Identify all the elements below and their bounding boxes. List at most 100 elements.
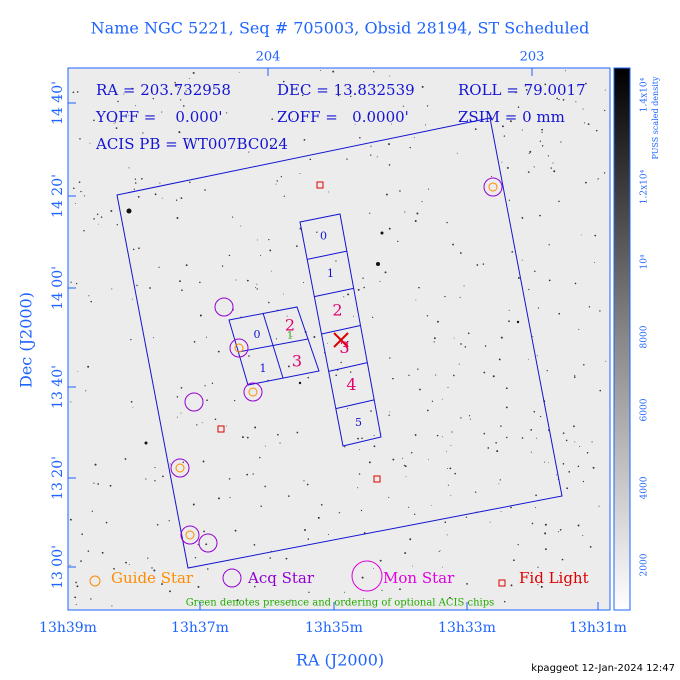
star [605,360,607,362]
star [206,399,208,401]
star [509,120,512,123]
star [286,315,288,317]
star [592,466,595,469]
star [78,181,81,183]
star [131,298,133,300]
star [444,521,447,524]
star [506,166,509,169]
star [137,195,140,198]
star [584,122,586,124]
star [370,154,372,156]
star [474,128,477,131]
y-tick-label: 14 00' [50,266,66,310]
star [357,288,360,291]
star [531,522,534,525]
star [500,336,503,339]
star [269,144,272,147]
star [511,251,514,253]
star [548,279,551,282]
star [158,266,160,268]
star [159,182,161,184]
star [500,510,502,512]
star [340,361,342,364]
title: Name NGC 5221, Seq # 705003, Obsid 28194… [91,19,590,38]
star [346,340,349,343]
star [264,485,266,488]
star [446,221,448,224]
star [528,152,530,154]
x-tick-label: 13h31m [569,620,627,636]
star [450,445,452,446]
star [283,293,284,295]
s-chip-label: 2 [332,301,342,320]
star [413,137,415,138]
legend-note: Green denotes presence and ordering of o… [186,598,495,609]
fid-light [217,425,225,433]
star [291,118,293,120]
star [93,119,95,122]
star [368,461,371,464]
star [517,543,519,546]
x-tick-label: 13h35m [305,620,363,636]
star [408,506,410,508]
star [126,208,132,214]
star [503,600,506,603]
x-tick-label: 13h39m [39,620,97,636]
star [577,465,580,468]
star [458,363,460,365]
star [233,399,236,402]
star [583,363,585,366]
star [307,538,310,540]
star [291,112,293,114]
star [337,94,340,97]
guide-star [185,530,195,540]
acq-star [483,177,503,197]
star [451,431,453,433]
star [335,374,338,377]
star [568,470,571,473]
guide-star [248,387,258,397]
star [228,478,231,480]
star [501,161,503,163]
star [588,306,591,308]
star [134,178,137,180]
star [370,145,372,147]
star [175,199,178,201]
star [425,124,427,126]
chip-divider [314,287,354,298]
star [205,336,208,338]
star [354,123,356,125]
star [178,131,181,134]
star [132,248,135,251]
star [446,468,448,470]
star [90,300,92,303]
star [320,503,323,506]
star [303,480,305,482]
star [77,370,79,372]
star [313,336,316,338]
star [264,445,266,447]
star [217,350,220,353]
star [467,332,470,335]
star [111,288,113,290]
y-axis-label: Dec (J2000) [17,292,36,388]
star [180,412,182,414]
star [267,301,270,304]
star [187,138,189,140]
star [141,177,143,180]
info-zoff: ZOFF = 0.0000' [277,108,409,126]
star [93,218,95,220]
star [487,447,490,449]
star [442,566,443,568]
star [345,602,347,604]
star [201,422,203,424]
star [414,434,417,436]
star [463,285,465,287]
star [384,271,387,274]
star [128,167,130,169]
star [541,128,544,131]
star [132,406,134,408]
star [248,355,250,357]
star [74,596,77,599]
star [376,156,378,158]
